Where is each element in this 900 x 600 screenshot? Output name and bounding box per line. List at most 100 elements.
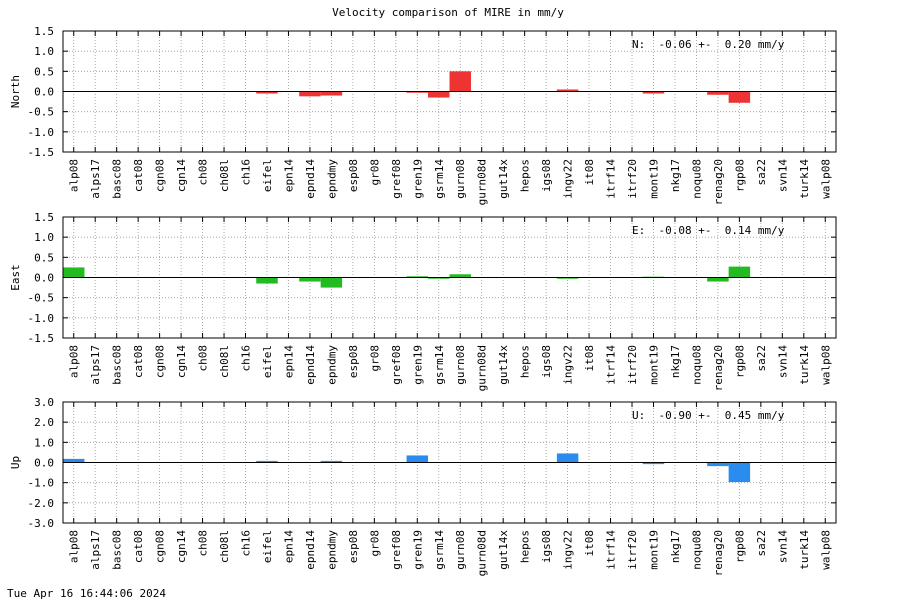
x-category-label: gr08 — [368, 530, 381, 557]
bar-ingv22 — [556, 453, 579, 463]
y-tick-label: 2.0 — [34, 416, 54, 429]
x-category-label: gut14x — [497, 159, 510, 199]
x-category-label: igs08 — [540, 345, 553, 378]
y-axis-label: East — [9, 264, 22, 291]
y-tick-label: -1.5 — [28, 146, 55, 159]
bar-gren19 — [406, 276, 429, 278]
x-category-label: eifel — [261, 530, 274, 563]
x-category-label: cgn08 — [154, 159, 167, 192]
x-category-label: it08 — [583, 159, 596, 186]
x-category-label: ch16 — [240, 530, 253, 557]
y-tick-label: 1.5 — [34, 25, 54, 38]
y-tick-label: -1.0 — [28, 126, 55, 139]
x-category-label: itrf20 — [626, 159, 639, 199]
y-tick-label: 3.0 — [34, 396, 54, 409]
x-category-label: epnd14 — [304, 530, 317, 570]
x-category-label: esp08 — [347, 530, 360, 563]
bar-rgp08 — [728, 266, 751, 278]
y-tick-label: 0.0 — [34, 86, 54, 99]
x-category-label: svn14 — [776, 345, 789, 378]
y-axis-label: North — [9, 75, 22, 108]
x-category-label: eifel — [261, 345, 274, 378]
x-category-label: turk14 — [798, 159, 811, 199]
x-category-label: hepos — [519, 159, 532, 192]
plot-frame — [62, 30, 837, 153]
y-tick-label: 1.0 — [34, 45, 54, 58]
bar-epnd14 — [299, 277, 321, 282]
x-category-label: gurn08d — [476, 345, 489, 391]
x-category-label: alp08 — [68, 345, 81, 378]
x-category-label: gsrm14 — [433, 345, 446, 385]
stat-label: N: -0.06 +- 0.20 mm/y — [632, 38, 785, 51]
bar-eifel — [256, 277, 278, 284]
bar-epndmy — [320, 277, 343, 288]
x-category-label: basc08 — [111, 159, 124, 199]
x-category-label: turk14 — [798, 345, 811, 385]
x-category-label: cgn14 — [175, 345, 188, 378]
x-category-label: alps17 — [89, 530, 102, 570]
y-tick-label: 0.5 — [34, 65, 54, 78]
x-category-label: gr08 — [368, 159, 381, 186]
bar-ingv22 — [556, 277, 579, 279]
x-category-label: gut14x — [497, 530, 510, 570]
x-category-label: mont19 — [647, 159, 660, 199]
x-category-label: ch08 — [197, 345, 210, 372]
x-category-label: gurn08 — [454, 530, 467, 570]
x-category-label: sa22 — [755, 345, 768, 372]
x-category-label: gut14x — [497, 345, 510, 385]
bar-epndmy — [320, 460, 343, 463]
bar-gsrm14 — [428, 277, 450, 279]
x-category-label: svn14 — [776, 159, 789, 192]
bar-mont19 — [642, 462, 665, 465]
x-category-label: eifel — [261, 159, 274, 192]
stat-label: E: -0.08 +- 0.14 mm/y — [632, 224, 785, 237]
y-tick-label: 1.0 — [34, 436, 54, 449]
bar-renag20 — [707, 91, 729, 95]
y-tick-label: -0.5 — [28, 106, 55, 119]
x-category-label: mont19 — [647, 530, 660, 570]
bar-epnd14 — [299, 91, 321, 97]
chart-panel-north: -1.5 -1.0 -0.5 0.0 0.5 1.0 1.5 alp08 alps17 basc0… — [9, 25, 837, 205]
x-category-label: alps17 — [89, 159, 102, 199]
x-category-label: cat08 — [132, 530, 145, 563]
bar-renag20 — [707, 277, 729, 282]
x-category-label: epn14 — [282, 345, 295, 378]
x-category-label: gurn08d — [476, 159, 489, 205]
x-category-label: hepos — [519, 530, 532, 563]
x-category-label: epnd14 — [304, 345, 317, 385]
bar-gren19 — [406, 455, 429, 463]
x-category-label: alp08 — [68, 159, 81, 192]
bar-eifel — [256, 91, 278, 94]
y-tick-label: 1.0 — [34, 231, 54, 244]
x-category-label: ch08l — [218, 345, 231, 378]
y-tick-label: 0.0 — [34, 272, 54, 285]
x-category-label: gref08 — [390, 345, 403, 385]
bar-alp08 — [63, 458, 85, 463]
x-category-label: renag20 — [712, 345, 725, 391]
x-category-label: nkg17 — [669, 345, 682, 378]
x-category-label: gref08 — [390, 530, 403, 570]
chart-panel-up: -3.0 -2.0 -1.0 0.0 1.0 2.0 3.0 alp08 alps17 basc0… — [9, 396, 837, 576]
x-category-label: cgn14 — [175, 159, 188, 192]
x-category-label: cat08 — [132, 345, 145, 378]
x-category-label: sa22 — [755, 159, 768, 186]
x-category-label: gr08 — [368, 345, 381, 372]
x-category-label: noqu08 — [690, 345, 703, 385]
x-category-label: turk14 — [798, 530, 811, 570]
bar-alp08 — [63, 267, 85, 278]
x-category-label: epnd14 — [304, 159, 317, 199]
x-category-label: ch08 — [197, 530, 210, 557]
x-category-label: basc08 — [111, 345, 124, 385]
x-category-label: itrf20 — [626, 530, 639, 570]
x-category-label: gref08 — [390, 159, 403, 199]
x-category-label: itrf14 — [605, 345, 618, 385]
stat-label: U: -0.90 +- 0.45 mm/y — [632, 409, 785, 422]
x-category-label: it08 — [583, 345, 596, 372]
plot-frame — [62, 216, 837, 339]
x-category-label: itrf20 — [626, 345, 639, 385]
x-category-label: ch08l — [218, 159, 231, 192]
timestamp-footer: Tue Apr 16 16:44:06 2024 — [7, 587, 166, 600]
x-category-label: alp08 — [68, 530, 81, 563]
x-category-label: esp08 — [347, 159, 360, 192]
x-category-label: noqu08 — [690, 159, 703, 199]
